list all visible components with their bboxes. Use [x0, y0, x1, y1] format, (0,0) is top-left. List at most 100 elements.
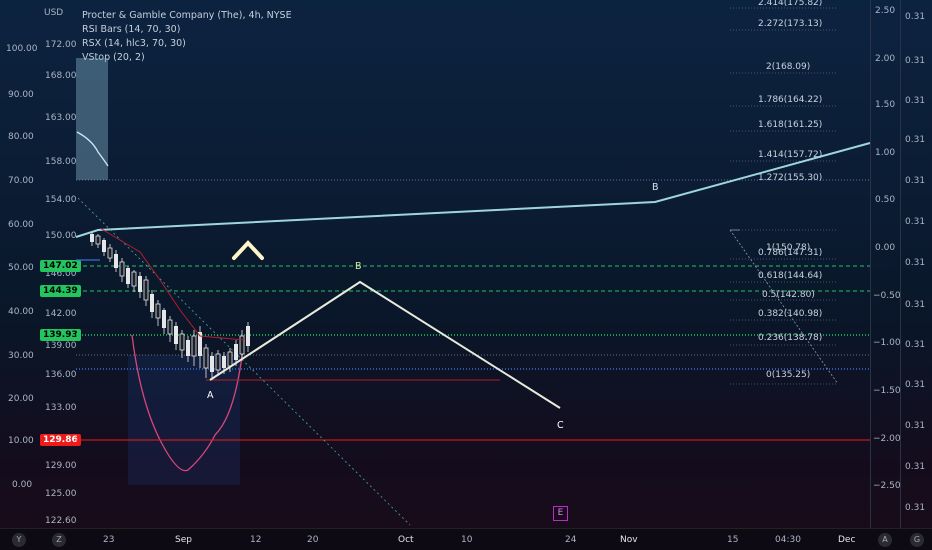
price-tag-147: 147.02: [40, 260, 81, 272]
left-axis-tick: 0.00: [12, 480, 33, 490]
fib-label: 0(135.25): [766, 370, 811, 380]
right-axis-2-tick: 0.31: [905, 217, 926, 227]
time-tick: 23: [103, 535, 115, 545]
price-axis-tick: 125.00: [45, 489, 77, 499]
left-axis-tick: 70.00: [8, 176, 34, 186]
time-tick: Oct: [398, 535, 414, 545]
right-axis-2-tick: 0.31: [905, 462, 926, 472]
rsx-line: [131, 334, 245, 472]
fib-diagonal: [729, 229, 839, 385]
currency-label: USD: [44, 8, 64, 18]
event-marker[interactable]: E: [553, 506, 568, 521]
left-axis-tick: 50.00: [8, 263, 34, 273]
right-axis-2-tick: 0.31: [905, 300, 926, 310]
price-tag-144: 144.39: [40, 285, 81, 297]
settings-g-button[interactable]: G: [910, 533, 924, 547]
left-axis-tick: 100.00: [6, 44, 38, 54]
fib-label: 2(168.09): [766, 62, 811, 72]
right-axis-2-tick: 0.31: [905, 12, 926, 22]
right-axis-2-tick: 0.31: [905, 176, 926, 186]
fib-label: 2.414(175.82): [758, 0, 823, 8]
right-axis-tick: −2.50: [873, 481, 901, 491]
time-tick: Sep: [175, 535, 192, 545]
auto-scale-button[interactable]: A: [878, 533, 892, 547]
teal-trendline: [75, 142, 871, 238]
right-axis-secondary[interactable]: 0.31 0.31 0.31 0.31 0.31 0.31 0.31 0.31 …: [900, 0, 932, 528]
fib-label: 0.786(147.31): [758, 248, 823, 258]
right-axis-2-tick: 0.31: [905, 380, 926, 390]
price-axis-tick: 146.00: [45, 269, 77, 279]
left-axis-tick: 90.00: [8, 90, 34, 100]
fib-label: 1.786(164.22): [758, 95, 823, 105]
time-tick: 20: [307, 535, 319, 545]
time-axis[interactable]: Y Z 23 Sep 12 20 Oct 10 24 Nov 15 04:30 …: [0, 528, 932, 550]
time-tick: 10: [461, 535, 473, 545]
price-axis[interactable]: 172.00 168.00 163.00 158.00 154.00 150.0…: [38, 0, 77, 528]
price-axis-tick: 154.00: [45, 195, 77, 205]
fib-label: 0.618(144.64): [758, 271, 823, 281]
fib-label: 1.618(161.25): [758, 120, 823, 130]
price-axis-tick: 158.00: [45, 157, 77, 167]
price-axis-tick: 142.00: [45, 309, 77, 319]
toggle-z-button[interactable]: Z: [52, 533, 66, 547]
right-axis-tick: −2.00: [873, 434, 901, 444]
price-axis-tick: 136.00: [45, 370, 77, 380]
time-tick: Dec: [838, 535, 856, 545]
indicator-rsi-bars[interactable]: RSI Bars (14, 70, 30): [82, 24, 181, 35]
chart-title: Procter & Gamble Company (The), 4h, NYSE: [82, 10, 292, 21]
right-axis-tick: 1.50: [875, 100, 896, 110]
price-axis-tick: 139.00: [45, 341, 77, 351]
right-axis-2-tick: 0.31: [905, 96, 926, 106]
price-axis-tick: 122.60: [45, 516, 77, 526]
price-axis-tick: 168.00: [45, 71, 77, 81]
time-tick: 12: [250, 535, 262, 545]
right-axis-2-tick: 0.31: [905, 340, 926, 350]
price-axis-tick: 163.00: [45, 113, 77, 123]
left-axis-tick: 40.00: [8, 307, 34, 317]
rsi-curve: [76, 131, 109, 167]
time-tick: 04:30: [775, 535, 801, 545]
fib-label: 0.236(138.78): [758, 333, 823, 343]
wave-label-b[interactable]: B: [355, 261, 362, 272]
fib-lines: [730, 7, 838, 385]
price-axis-tick: 129.00: [45, 461, 77, 471]
toggle-y-button[interactable]: Y: [12, 533, 26, 547]
right-axis-tick: 0.50: [875, 195, 896, 205]
right-axis-tick: 2.00: [875, 54, 896, 64]
right-axis-tick: −0.50: [873, 291, 901, 301]
right-axis-tick: −1.50: [873, 386, 901, 396]
abc-wave: [209, 280, 561, 409]
fib-label: 0.382(140.98): [758, 309, 823, 319]
price-tag-129: 129.86: [40, 434, 81, 446]
wave-label-c[interactable]: C: [557, 420, 564, 431]
left-axis-tick: 80.00: [8, 132, 34, 142]
chart-drawing-layer[interactable]: [0, 0, 932, 528]
left-axis-tick: 60.00: [8, 220, 34, 230]
indicator-rsx[interactable]: RSX (14, hlc3, 70, 30): [82, 38, 186, 49]
left-axis-tick: 20.00: [8, 394, 34, 404]
indicator-vstop[interactable]: VStop (20, 2): [82, 52, 145, 63]
price-axis-tick: 172.00: [45, 40, 77, 50]
buy-signal-chevron: [232, 240, 264, 260]
price-axis-tick: 133.00: [45, 403, 77, 413]
rsi-shaded-block: [76, 58, 108, 180]
right-axis-tick: 2.50: [875, 6, 896, 16]
wave-label-a[interactable]: A: [207, 390, 214, 401]
time-tick: Nov: [620, 535, 638, 545]
time-tick: 24: [565, 535, 577, 545]
fib-label: 1.272(155.30): [758, 173, 823, 183]
left-indicator-axis[interactable]: 100.00 90.00 80.00 70.00 60.00 50.00 40.…: [0, 0, 38, 528]
left-axis-tick: 30.00: [8, 351, 34, 361]
right-axis-oscillator[interactable]: 2.50 2.00 1.50 1.00 0.50 0.00 −0.50 −1.0…: [870, 0, 901, 528]
right-axis-2-tick: 0.31: [905, 421, 926, 431]
right-axis-tick: −1.00: [873, 338, 901, 348]
right-axis-tick: 0.00: [875, 243, 896, 253]
right-axis-2-tick: 0.31: [905, 135, 926, 145]
fib-label: 2.272(173.13): [758, 19, 823, 29]
wave-label-b-upper[interactable]: B: [652, 182, 659, 193]
rsx-shade: [128, 355, 240, 485]
fib-label: 1(150.78): [766, 243, 811, 253]
fib-label: 0.5(142.80): [762, 290, 815, 300]
price-tag-139: 139.93: [40, 329, 81, 341]
